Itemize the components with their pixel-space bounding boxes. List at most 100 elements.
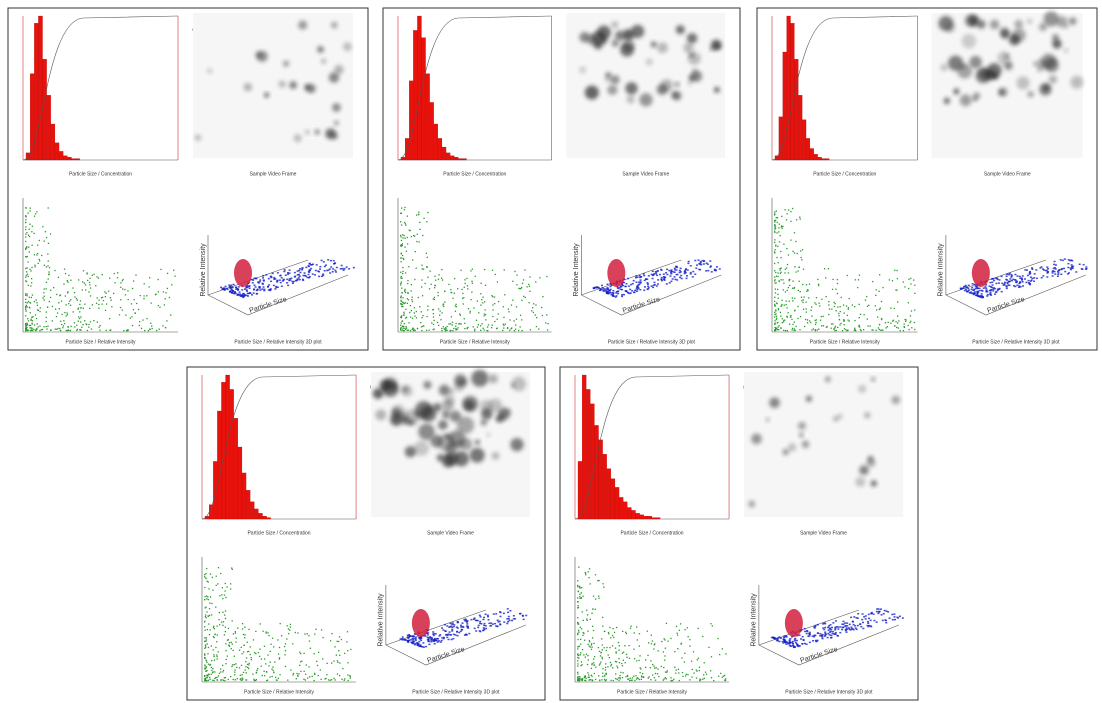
scatter-dot [821, 316, 822, 317]
scatter-dot [679, 680, 680, 681]
scatter-dot [135, 313, 136, 314]
scatter-dot [43, 299, 44, 300]
scatter-dot [411, 290, 412, 291]
particle [1027, 19, 1032, 24]
particle [414, 411, 421, 418]
scatter-dot [464, 323, 465, 324]
scatter-dot [802, 284, 803, 285]
plot-3d-dot [430, 637, 432, 639]
scatter-dot [402, 271, 403, 272]
scatter-dot [585, 675, 586, 676]
scatter-dot [404, 235, 405, 236]
scatter-dot [582, 635, 583, 636]
scatter-dot [206, 662, 207, 663]
scatter-dot [342, 668, 343, 669]
scatter-dot [452, 322, 453, 323]
plot-3d-dot [270, 281, 272, 283]
plot-3d-dot [629, 293, 631, 295]
scatter-dot [837, 283, 838, 284]
scatter-dot [41, 329, 42, 330]
plot-3d-dot [643, 290, 645, 292]
plot-3d-dot [990, 294, 992, 296]
scatter-dot [301, 661, 302, 662]
plot-3d-dot [853, 616, 855, 618]
plot-3d-dot [877, 613, 879, 615]
scatter-dot [421, 286, 422, 287]
scatter-dot [55, 328, 56, 329]
plot-3d-dot [246, 290, 248, 292]
scatter-dot [235, 679, 236, 680]
scatter-dot [218, 619, 219, 620]
scatter-dot [686, 674, 687, 675]
scatter-dot [786, 213, 787, 214]
scatter-dot [471, 292, 472, 293]
plot-3d-dot [830, 624, 832, 626]
scatter-dot [849, 298, 850, 299]
scatter-dot [443, 303, 444, 304]
scatter-dot [774, 224, 775, 225]
plot-3d-dot [692, 271, 694, 273]
plot-3d-dot [237, 289, 239, 291]
scatter-dot [702, 679, 703, 680]
plot-3d-dot [831, 633, 833, 635]
scatter-dot [913, 279, 914, 280]
scatter-dot [502, 330, 503, 331]
scatter-dot [863, 329, 864, 330]
scatter-dot [240, 679, 241, 680]
scatter-dot [579, 594, 580, 595]
scatter-dot [171, 284, 172, 285]
plot-3d-dot [817, 632, 819, 634]
plot-3d-dot [670, 281, 672, 283]
plot-3d-dot [314, 274, 316, 276]
scatter-dot [25, 226, 26, 227]
scatter-dot [402, 297, 403, 298]
scatter-dot [784, 209, 785, 210]
scatter-dot [30, 207, 31, 208]
scatter-dot [585, 678, 586, 679]
scatter-dot [268, 635, 269, 636]
scatter-dot [774, 279, 775, 280]
plot-3d-dot [892, 619, 894, 621]
plot-3d-dot [223, 289, 225, 291]
scatter-dot [316, 661, 317, 662]
scatter-dot [794, 321, 795, 322]
scatter-dot [414, 312, 415, 313]
scatter-dot [657, 673, 658, 674]
scatter-dot [589, 645, 590, 646]
scatter-dot [49, 301, 50, 302]
scatter-dot [778, 262, 779, 263]
bar [802, 120, 806, 160]
scatter-dot [687, 636, 688, 637]
plot-3d-dot [230, 284, 232, 286]
plot-3d-dot [519, 613, 521, 615]
plot-3d-dot [873, 620, 875, 622]
scatter-dot [331, 633, 332, 634]
particle [748, 501, 755, 508]
scatter-dot [520, 288, 521, 289]
plot-3d-dot [445, 630, 447, 632]
plot-3d-dot [434, 643, 436, 645]
scatter-dot [76, 298, 77, 299]
scatter-dot [413, 330, 414, 331]
scatter-dot [529, 291, 530, 292]
scatter-dot [775, 330, 776, 331]
scatter-dot [809, 284, 810, 285]
scatter-dot [96, 303, 97, 304]
bar [603, 454, 607, 519]
scatter-dot [689, 639, 690, 640]
plot-3d-dot [430, 641, 432, 643]
scatter-dot [834, 327, 835, 328]
scatter-dot [204, 664, 205, 665]
scatter-dot [583, 620, 584, 621]
scatter-dot [577, 617, 578, 618]
scatter-dot [39, 259, 40, 260]
scatter-dot [416, 311, 417, 312]
scatter-dot [122, 279, 123, 280]
scatter-dot [98, 277, 99, 278]
scatter-dot [577, 622, 578, 623]
scatter-dot [249, 663, 250, 664]
scatter-dot [790, 239, 791, 240]
scatter-dot [867, 325, 868, 326]
scatter-dot [811, 315, 812, 316]
scatter-dot [691, 661, 692, 662]
